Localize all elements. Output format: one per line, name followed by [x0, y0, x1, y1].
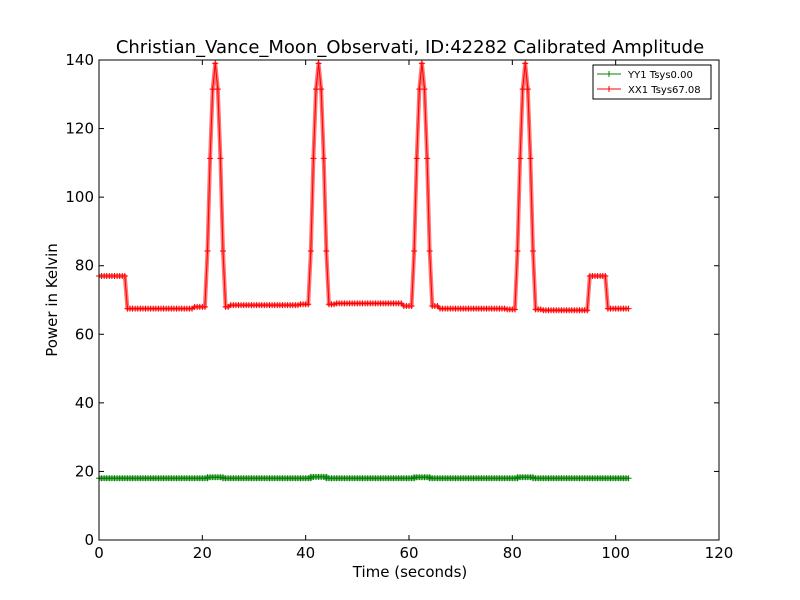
data-point — [320, 155, 327, 162]
chart-title: Christian_Vance_Moon_Observati, ID:42282… — [116, 37, 704, 58]
data-point — [501, 305, 508, 312]
data-point — [584, 307, 591, 314]
x-tick-label: 100 — [601, 544, 630, 562]
y-tick-label: 120 — [65, 120, 94, 138]
axis-ticks: 0 20 40 60 80 100 120 0 20 40 60 80 100 120 140 — [65, 51, 733, 562]
data-point — [398, 300, 405, 307]
data-point — [204, 247, 211, 254]
data-point — [537, 306, 544, 313]
data-point — [201, 303, 208, 310]
data-point — [331, 301, 338, 308]
data-point — [519, 86, 526, 93]
data-point — [413, 155, 420, 162]
data-point — [305, 301, 312, 308]
data-point — [625, 475, 632, 482]
data-point — [514, 247, 521, 254]
data-point — [416, 86, 423, 93]
data-point — [522, 60, 529, 67]
data-point — [212, 60, 219, 67]
data-point — [426, 247, 433, 254]
y-tick-label: 140 — [65, 51, 94, 69]
data-point — [408, 303, 415, 309]
x-tick-label: 0 — [94, 544, 104, 562]
data-point — [511, 306, 518, 313]
y-tick-label: 20 — [75, 462, 94, 480]
plot-frame — [98, 59, 720, 541]
data-point — [323, 247, 330, 254]
legend-marker — [606, 86, 612, 92]
data-point — [294, 302, 301, 309]
data-point — [318, 86, 325, 93]
series-markers-xx1 — [96, 60, 632, 314]
series-band-xx1 — [99, 61, 629, 313]
data-point — [625, 305, 632, 312]
y-tick-label: 40 — [75, 394, 94, 412]
legend-label: YY1 Tsys0.00 — [627, 70, 693, 81]
data-point — [517, 155, 524, 162]
data-point — [121, 273, 128, 279]
data-point — [315, 60, 322, 67]
data-point — [527, 155, 534, 162]
y-tick-label: 80 — [75, 257, 94, 275]
x-axis-label: Time (seconds) — [352, 563, 468, 581]
data-point — [411, 247, 418, 254]
y-tick-label: 0 — [84, 531, 94, 549]
legend: YY1 Tsys0.00 XX1 Tsys67.08 — [592, 64, 712, 100]
data-point — [602, 273, 609, 279]
legend-box — [592, 64, 712, 100]
data-point — [313, 86, 319, 93]
data-point — [434, 303, 441, 309]
x-tick-label: 120 — [705, 544, 734, 562]
x-tick-label: 40 — [296, 544, 315, 562]
legend-marker — [606, 71, 612, 77]
data-point — [310, 155, 317, 162]
data-point — [214, 86, 221, 93]
data-point — [418, 60, 425, 67]
y-tick-label: 60 — [75, 325, 94, 343]
data-point — [524, 86, 531, 93]
data-point — [424, 155, 431, 162]
y-tick-label: 100 — [65, 188, 94, 206]
series-markers-yy1 — [96, 473, 632, 482]
data-point — [220, 247, 226, 254]
legend-label: XX1 Tsys67.08 — [628, 85, 701, 96]
data-point — [421, 86, 428, 93]
data-point — [530, 247, 536, 254]
data-point — [207, 155, 214, 162]
data-point — [307, 247, 314, 254]
x-tick-label: 60 — [399, 544, 418, 562]
series-line-xx1 — [99, 63, 629, 311]
data-point — [209, 86, 216, 93]
x-tick-label: 80 — [503, 544, 522, 562]
data-point — [217, 155, 224, 162]
x-tick-label: 20 — [193, 544, 212, 562]
y-axis-label: Power in Kelvin — [43, 243, 61, 357]
